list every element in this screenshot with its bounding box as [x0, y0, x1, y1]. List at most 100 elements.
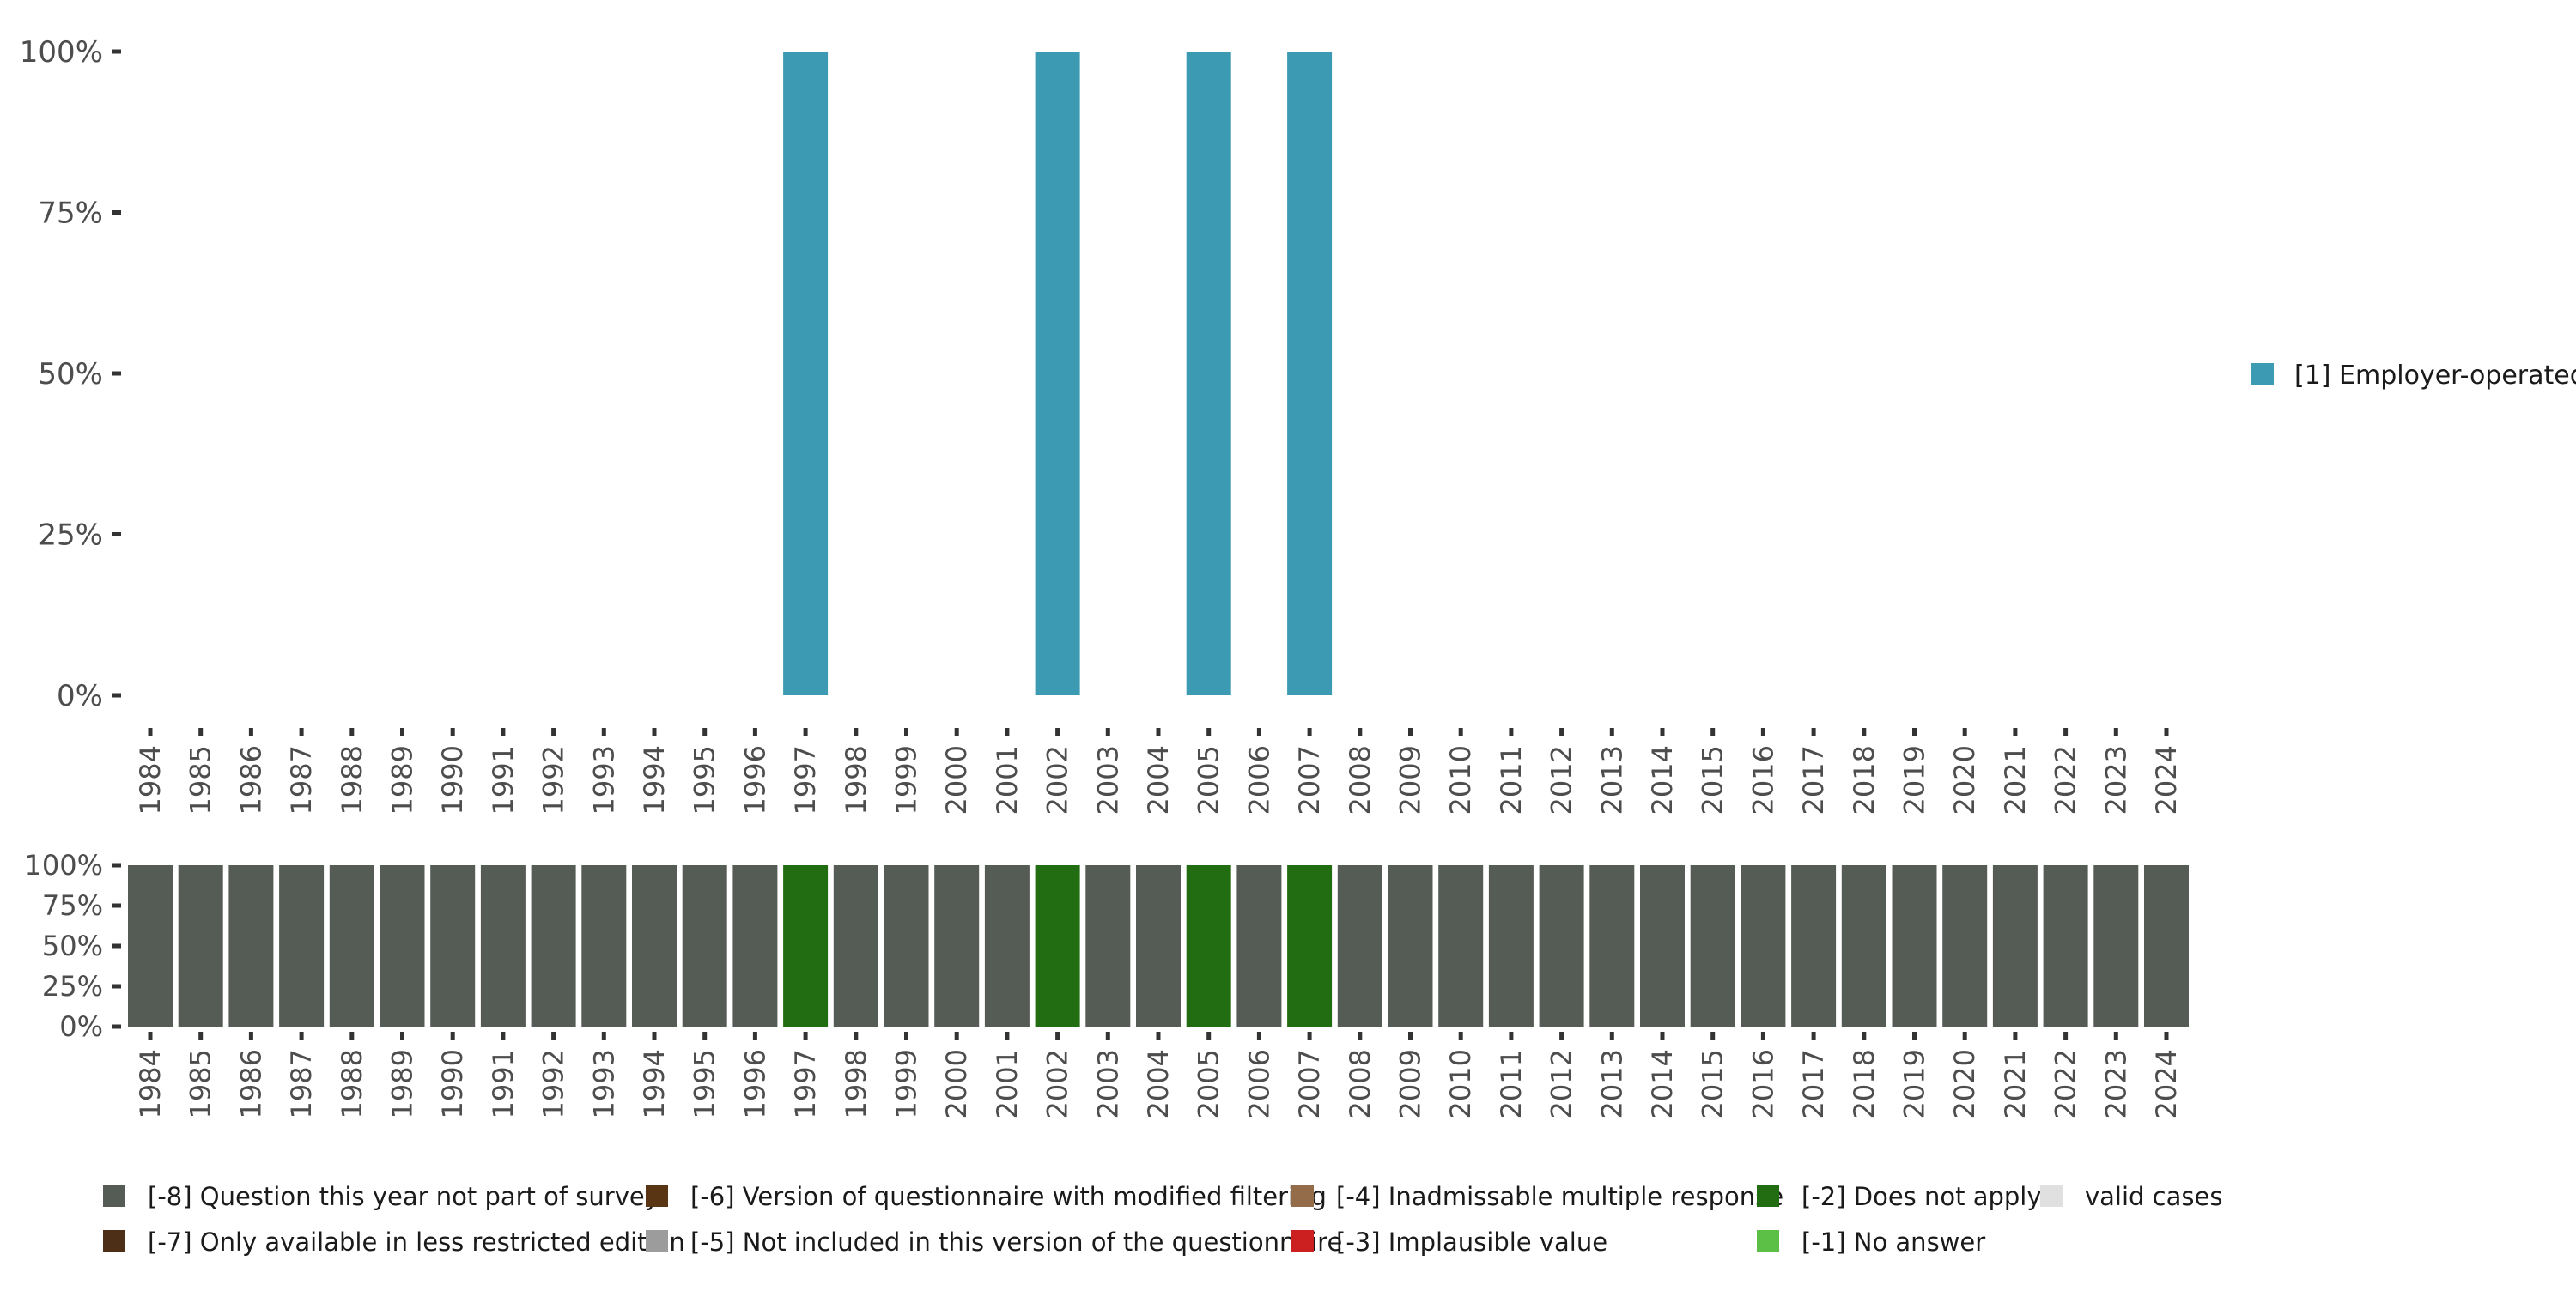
- x-tick-label: 2006: [1242, 745, 1275, 815]
- x-tick-label: 1988: [336, 1049, 368, 1118]
- x-tick-label: 2024: [2150, 1049, 2183, 1118]
- x-tick-label: 2016: [1747, 745, 1779, 815]
- bar-2007-series-1: [1287, 865, 1333, 1027]
- bar-1988-series-0: [329, 865, 374, 1027]
- bar-2011-series-0: [1488, 865, 1534, 1027]
- bar-1986-series-0: [228, 865, 274, 1027]
- bar-1991-series-0: [480, 865, 526, 1027]
- bar-1987-series-0: [279, 865, 325, 1027]
- x-tick-label: 1991: [487, 745, 519, 815]
- x-tick-label: 2018: [1848, 1049, 1880, 1118]
- bar-2020-series-0: [1942, 865, 1988, 1027]
- legend-swatch: [103, 1185, 125, 1207]
- legend-swatch: [646, 1230, 668, 1252]
- x-tick-label: 2010: [1444, 1049, 1477, 1118]
- bar-2002-series-0: [1035, 52, 1080, 695]
- bar-1990-series-0: [430, 865, 476, 1027]
- x-tick-label: 2016: [1747, 1049, 1779, 1118]
- y-tick-label: 75%: [42, 889, 103, 922]
- x-tick-label: 2022: [2050, 745, 2082, 815]
- bar-2012-series-0: [1539, 865, 1584, 1027]
- x-tick-label: 2004: [1142, 1049, 1175, 1118]
- legend-label: [-3] Implausible value: [1336, 1227, 1607, 1257]
- x-tick-label: 1994: [638, 745, 671, 815]
- x-tick-label: 2013: [1595, 745, 1628, 815]
- bar-2003-series-0: [1085, 865, 1131, 1027]
- bar-1995-series-0: [682, 865, 727, 1027]
- bar-2006-series-0: [1236, 865, 1282, 1027]
- bar-2014-series-0: [1640, 865, 1685, 1027]
- y-tick-label: 75%: [38, 196, 103, 230]
- bar-2018-series-0: [1841, 865, 1886, 1027]
- y-tick-label: 50%: [38, 357, 103, 391]
- x-tick-label: 2015: [1697, 1049, 1729, 1118]
- x-tick-label: 2003: [1091, 1049, 1124, 1118]
- x-tick-label: 2015: [1697, 745, 1729, 815]
- x-tick-label: 1994: [638, 1049, 671, 1118]
- x-tick-label: 2002: [1042, 745, 1074, 815]
- x-tick-label: 1985: [185, 1049, 217, 1118]
- bar-1994-series-0: [632, 865, 677, 1027]
- legend-swatch: [1291, 1230, 1314, 1252]
- x-tick-label: 1993: [587, 745, 620, 815]
- bar-2015-series-0: [1690, 865, 1735, 1027]
- x-tick-label: 1984: [134, 1049, 167, 1118]
- x-tick-label: 2002: [1042, 1049, 1074, 1118]
- y-tick-label: 25%: [38, 518, 103, 552]
- x-tick-label: 2019: [1899, 1049, 1931, 1118]
- x-tick-label: 2001: [991, 745, 1024, 815]
- x-tick-label: 1992: [538, 745, 570, 815]
- x-tick-label: 1998: [840, 1049, 872, 1118]
- x-tick-label: 2023: [2099, 1049, 2132, 1118]
- bar-2023-series-0: [2093, 865, 2139, 1027]
- x-tick-label: 1998: [840, 745, 872, 815]
- x-tick-label: 2008: [1344, 1049, 1376, 1118]
- legend-label: [-2] Does not apply: [1801, 1182, 2042, 1211]
- y-tick-label: 25%: [42, 970, 103, 1003]
- legend-label: [-1] No answer: [1801, 1227, 1985, 1257]
- bar-2016-series-0: [1741, 865, 1786, 1027]
- x-tick-label: 2011: [1495, 1049, 1528, 1118]
- x-tick-label: 2013: [1595, 1049, 1628, 1118]
- bar-2024-series-0: [2144, 865, 2189, 1027]
- x-tick-label: 2000: [940, 1049, 973, 1118]
- legend-bottom: [-8] Question this year not part of surv…: [103, 1182, 2222, 1257]
- x-tick-label: 2022: [2050, 1049, 2082, 1118]
- y-tick-label: 100%: [25, 849, 103, 882]
- bar-2013-series-0: [1589, 865, 1635, 1027]
- bar-2001-series-0: [984, 865, 1030, 1027]
- legend-swatch: [1757, 1230, 1779, 1252]
- x-tick-label: 2017: [1797, 745, 1830, 815]
- x-tick-label: 2014: [1646, 745, 1679, 815]
- x-tick-label: 1997: [789, 1049, 822, 1118]
- x-tick-label: 2024: [2150, 745, 2183, 815]
- bar-1985-series-0: [178, 865, 223, 1027]
- x-tick-label: 2007: [1293, 1049, 1326, 1118]
- x-tick-label: 1989: [386, 1049, 419, 1118]
- x-tick-label: 1993: [587, 1049, 620, 1118]
- x-tick-label: 2023: [2099, 745, 2132, 815]
- legend-label: [-4] Inadmissable multiple response: [1336, 1182, 1783, 1211]
- x-tick-label: 1999: [890, 1049, 923, 1118]
- bar-2007-series-0: [1287, 52, 1333, 695]
- x-tick-label: 1996: [738, 745, 771, 815]
- x-tick-label: 1991: [487, 1049, 519, 1118]
- legend-swatch: [1757, 1185, 1779, 1207]
- y-tick-label: 0%: [57, 679, 103, 713]
- x-tick-label: 1986: [234, 1049, 267, 1118]
- bar-2022-series-0: [2043, 865, 2088, 1027]
- legend-swatch: [2251, 363, 2274, 385]
- x-tick-label: 1986: [234, 745, 267, 815]
- x-tick-label: 1997: [789, 745, 822, 815]
- bar-1996-series-0: [732, 865, 778, 1027]
- x-tick-label: 1987: [285, 1049, 318, 1118]
- bar-2002-series-1: [1035, 865, 1080, 1027]
- x-tick-label: 2005: [1193, 745, 1225, 815]
- bar-1999-series-0: [884, 865, 929, 1027]
- legend-label: [-8] Question this year not part of surv…: [148, 1182, 659, 1211]
- bar-2000-series-0: [934, 865, 980, 1027]
- bar-2004-series-0: [1136, 865, 1181, 1027]
- bar-2019-series-0: [1892, 865, 1937, 1027]
